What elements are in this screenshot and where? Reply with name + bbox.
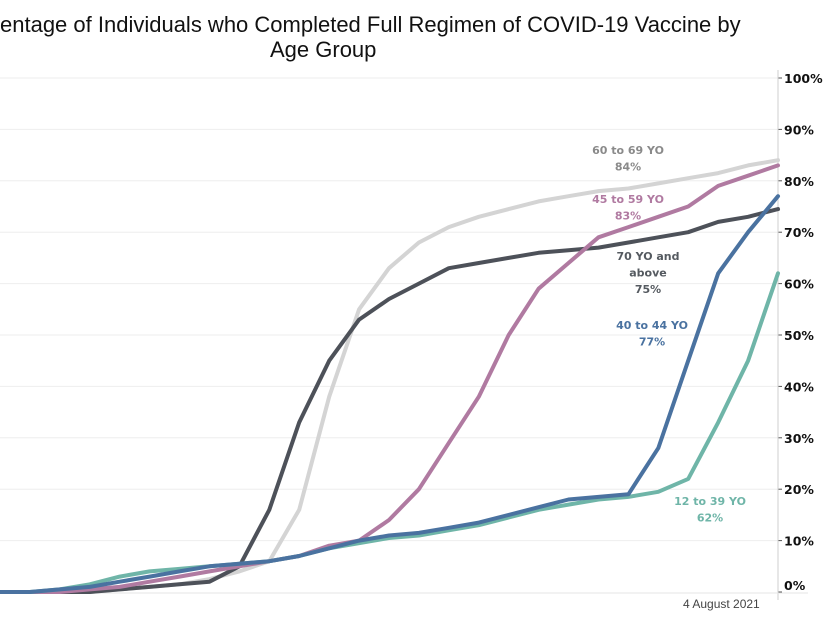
- series-end-value: 62%: [697, 512, 723, 525]
- y-tick-label: 40%: [784, 379, 814, 394]
- series-label: 60 to 69 YO: [592, 144, 664, 157]
- y-tick-label: 60%: [784, 277, 814, 292]
- y-tick-label: 100%: [784, 71, 823, 86]
- series-line-12-to-39-yo: [0, 271, 780, 594]
- series-label: 40 to 44 YO: [616, 319, 688, 332]
- series-line-45-to-59-yo: [0, 163, 780, 594]
- y-tick-label: 70%: [784, 225, 814, 240]
- y-tick-label: 90%: [784, 122, 814, 137]
- chart-title-line2: Age Group: [270, 37, 377, 62]
- chart-title-line1: entage of Individuals who Completed Full…: [0, 12, 741, 37]
- series-label: 70 YO and: [616, 250, 679, 263]
- series-line-70-yo-and-above: [0, 207, 780, 594]
- series-end-value: 84%: [615, 161, 641, 174]
- y-tick-label: 0%: [784, 578, 806, 593]
- y-tick-label: 50%: [784, 328, 814, 343]
- footnote-date: 4 August 2021: [683, 597, 760, 611]
- series-end-value: 77%: [639, 336, 665, 349]
- series-label: 12 to 39 YO: [674, 495, 746, 508]
- y-tick-label: 20%: [784, 482, 814, 497]
- series-label: 45 to 59 YO: [592, 193, 664, 206]
- y-tick-label: 10%: [784, 534, 814, 549]
- series-line-60-to-69-yo: [0, 158, 780, 594]
- series-label: above: [629, 267, 667, 280]
- series-line-40-to-44-yo: [0, 194, 780, 594]
- series-end-value: 75%: [635, 283, 661, 296]
- y-tick-label: 30%: [784, 431, 814, 446]
- series-end-value: 83%: [615, 210, 641, 223]
- y-tick-label: 80%: [784, 174, 814, 189]
